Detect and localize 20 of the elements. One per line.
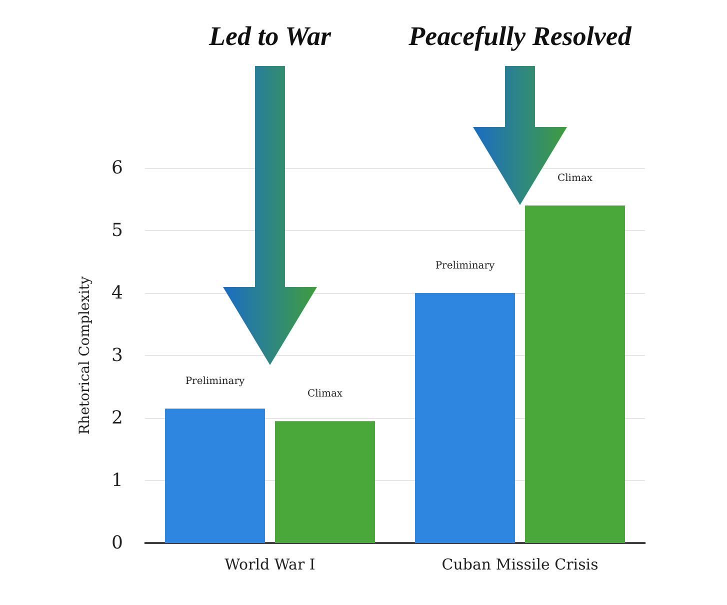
- text: Preliminary: [435, 260, 495, 272]
- bar: [165, 408, 265, 543]
- y-tick-label: 6: [112, 158, 123, 178]
- text: Peacefully Resolved: [408, 21, 632, 51]
- bar: [525, 206, 625, 543]
- y-tick-label: 1: [112, 470, 123, 491]
- y-tick-label: 0: [112, 532, 123, 554]
- y-tick-label: 2: [112, 408, 123, 428]
- x-tick-label: Cuban Missile Crisis: [442, 556, 598, 574]
- text: Climax: [557, 173, 593, 184]
- x-tick-label: World War I: [224, 556, 316, 574]
- text: Climax: [307, 388, 343, 400]
- y-tick-label: 4: [112, 282, 123, 304]
- y-tick-label: 5: [112, 220, 123, 241]
- y-axis-title: Rhetorical Complexity: [77, 276, 93, 435]
- text: Led to War: [208, 21, 332, 51]
- y-tick-label: 3: [112, 345, 123, 366]
- bar: [275, 421, 375, 543]
- text: Preliminary: [185, 376, 246, 388]
- bar: [415, 293, 515, 543]
